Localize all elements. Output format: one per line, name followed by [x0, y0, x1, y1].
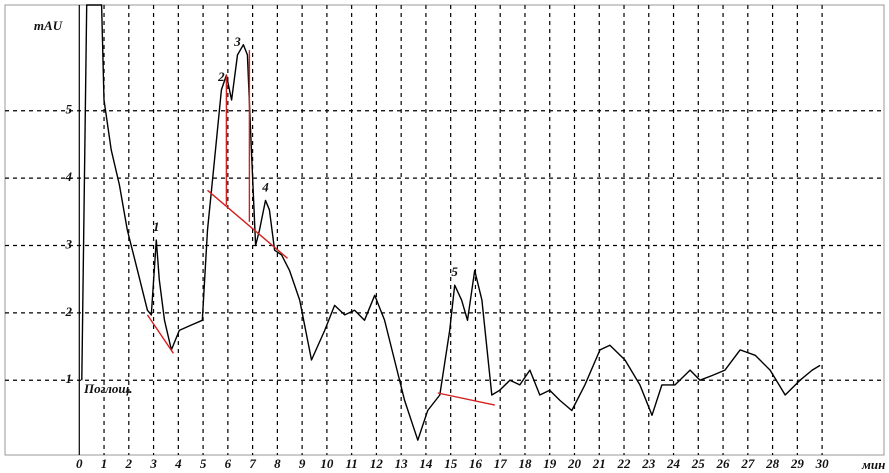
x-tick-label: 12	[370, 456, 384, 471]
x-tick-label: 17	[494, 456, 508, 471]
y-tick-label: 5	[66, 102, 73, 117]
x-tick-label: 4	[174, 456, 182, 471]
x-tick-label: 27	[740, 456, 755, 471]
x-tick-label: 28	[765, 456, 780, 471]
x-tick-label: 7	[249, 456, 256, 471]
x-tick-label: 2	[125, 456, 133, 471]
x-tick-label: 13	[395, 456, 409, 471]
x-tick-label: 3	[149, 456, 157, 471]
x-tick-label: 18	[518, 456, 532, 471]
x-tick-label: 16	[469, 456, 483, 471]
peak-label: 3	[233, 34, 241, 49]
x-tick-label: 30	[815, 456, 830, 471]
x-tick-label: 20	[567, 456, 582, 471]
y-tick-label: 3	[65, 236, 73, 251]
x-tick-label: 21	[592, 456, 606, 471]
trace-label: Поглощ.	[83, 381, 133, 396]
x-tick-label: 9	[299, 456, 306, 471]
x-tick-label: 26	[716, 456, 731, 471]
x-tick-label: 5	[200, 456, 207, 471]
x-tick-label: 22	[617, 456, 632, 471]
peak-label: 2	[217, 69, 225, 84]
x-tick-label: 0	[76, 456, 83, 471]
x-tick-label: 14	[419, 456, 433, 471]
x-tick-label: 15	[444, 456, 458, 471]
x-tick-label: 6	[225, 456, 232, 471]
x-tick-label: 29	[790, 456, 805, 471]
x-axis-label: мин	[861, 457, 885, 472]
x-tick-label: 10	[320, 456, 334, 471]
x-tick-label: 25	[691, 456, 706, 471]
peak-label: 4	[261, 179, 269, 194]
x-tick-label: 19	[543, 456, 557, 471]
x-tick-label: 8	[274, 456, 281, 471]
x-tick-label: 23	[641, 456, 656, 471]
x-tick-label: 24	[666, 456, 681, 471]
peak-label: 1	[153, 219, 160, 234]
peak-label: 5	[451, 264, 458, 279]
plot-frame	[4, 4, 885, 456]
y-tick-label: 4	[65, 169, 73, 184]
x-tick-label: 11	[345, 456, 357, 471]
trace-line	[81, 4, 821, 441]
y-tick-label: 1	[66, 371, 73, 386]
y-tick-label: 2	[65, 304, 73, 319]
x-tick-label: 1	[101, 456, 108, 471]
y-axis-label: mAU	[34, 18, 63, 33]
trace-line	[146, 50, 495, 406]
